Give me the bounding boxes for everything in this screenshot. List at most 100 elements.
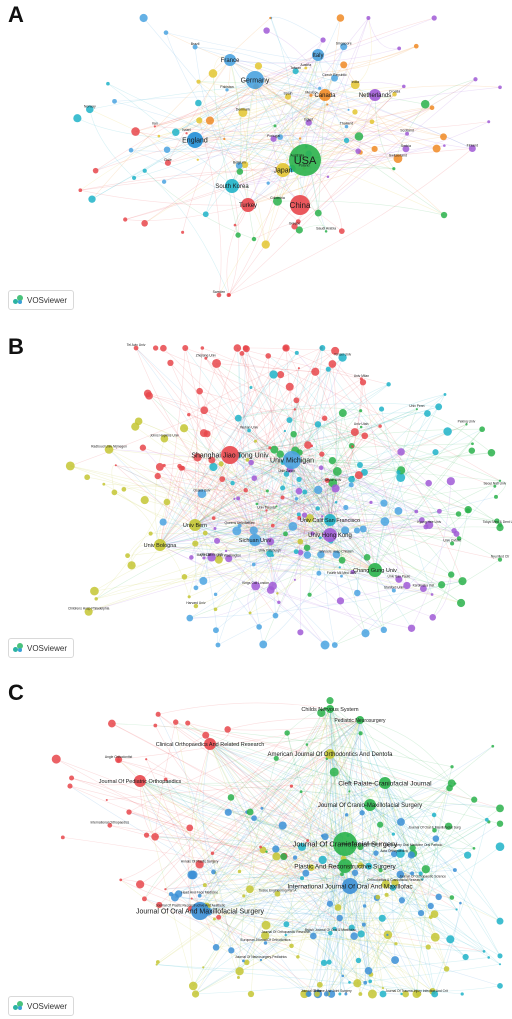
network-node[interactable] [415,408,418,411]
network-node[interactable] [421,865,430,874]
network-node[interactable] [259,958,263,962]
network-node[interactable] [292,855,298,860]
network-node[interactable] [216,914,222,920]
network-node[interactable] [172,128,180,137]
network-node[interactable] [140,495,149,505]
network-node[interactable] [356,462,363,468]
network-node[interactable] [448,571,455,578]
network-node[interactable] [455,511,462,517]
network-node[interactable] [314,209,322,217]
network-node[interactable] [155,463,164,471]
network-node[interactable] [284,730,290,736]
network-node[interactable] [207,553,216,562]
network-node[interactable] [242,894,246,898]
network-node[interactable] [178,465,184,471]
network-hub-node[interactable] [323,528,337,542]
network-node[interactable] [381,986,385,990]
network-node[interactable] [455,908,458,911]
network-node[interactable] [154,472,161,480]
network-node[interactable] [142,168,147,173]
network-node[interactable] [236,975,240,979]
network-node[interactable] [200,346,205,350]
network-node[interactable] [219,476,226,483]
network-node[interactable] [78,188,83,193]
network-node[interactable] [186,824,194,832]
network-node[interactable] [174,890,183,898]
network-node[interactable] [350,428,359,437]
network-node[interactable] [195,860,204,869]
network-node[interactable] [293,549,299,555]
network-node[interactable] [429,613,437,621]
network-node[interactable] [331,484,340,493]
network-node[interactable] [172,719,179,725]
network-node[interactable] [498,963,502,966]
network-node[interactable] [167,359,174,367]
network-node[interactable] [102,482,106,486]
network-hub-node[interactable] [283,451,301,469]
network-node[interactable] [459,901,462,905]
network-node[interactable] [331,74,339,82]
network-node[interactable] [241,161,249,169]
network-node[interactable] [297,367,300,370]
network-node[interactable] [338,353,347,362]
network-hub-node[interactable] [191,902,209,920]
network-node[interactable] [390,850,398,858]
network-node[interactable] [307,864,315,871]
network-node[interactable] [314,991,320,997]
network-node[interactable] [348,981,351,984]
network-node[interactable] [363,553,371,561]
network-node[interactable] [283,531,288,537]
network-node[interactable] [276,450,284,458]
network-node[interactable] [143,832,150,838]
network-node[interactable] [395,575,403,583]
network-node[interactable] [303,551,312,559]
network-node[interactable] [119,878,123,882]
network-node[interactable] [261,240,270,249]
network-node[interactable] [302,869,310,877]
network-node[interactable] [275,505,278,508]
network-node[interactable] [386,933,389,937]
network-hub-node[interactable] [356,716,364,724]
network-node[interactable] [320,640,330,650]
network-node[interactable] [413,43,419,49]
network-node[interactable] [453,530,460,537]
network-node[interactable] [359,409,363,413]
network-node[interactable] [311,367,320,376]
network-node[interactable] [143,389,152,398]
network-node[interactable] [141,220,148,227]
network-node[interactable] [440,211,448,219]
network-node[interactable] [336,914,343,922]
network-node[interactable] [84,607,93,616]
network-node[interactable] [111,489,118,496]
network-node[interactable] [391,588,396,593]
network-node[interactable] [213,917,216,921]
network-node[interactable] [309,93,313,97]
network-node[interactable] [218,461,224,467]
network-node[interactable] [310,531,315,536]
network-node[interactable] [327,990,336,998]
network-node[interactable] [435,893,442,901]
network-node[interactable] [386,382,391,387]
network-node[interactable] [273,124,277,128]
network-node[interactable] [233,344,242,352]
network-node[interactable] [318,465,324,471]
network-node[interactable] [292,68,299,75]
network-node[interactable] [272,196,282,206]
network-hub-node[interactable] [276,163,290,177]
network-hub-node[interactable] [290,195,310,215]
network-node[interactable] [487,956,490,959]
network-node[interactable] [200,406,209,415]
network-node[interactable] [283,471,290,477]
network-node[interactable] [249,526,258,535]
network-node[interactable] [438,581,446,589]
network-hub-node[interactable] [368,563,382,577]
network-node[interactable] [331,346,340,355]
network-node[interactable] [364,967,373,975]
network-node[interactable] [430,910,439,919]
network-node[interactable] [131,175,137,180]
network-hub-node[interactable] [325,749,335,759]
network-node[interactable] [479,426,485,433]
network-node[interactable] [397,448,405,456]
network-node[interactable] [272,852,281,861]
